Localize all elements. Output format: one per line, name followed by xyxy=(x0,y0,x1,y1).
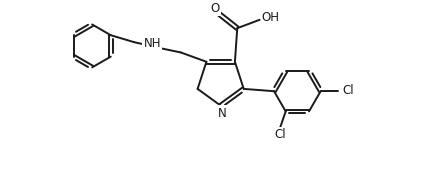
Text: Cl: Cl xyxy=(274,128,286,141)
Text: Cl: Cl xyxy=(342,84,354,97)
Text: O: O xyxy=(210,2,219,15)
Text: N: N xyxy=(218,107,227,120)
Text: NH: NH xyxy=(144,37,161,50)
Text: OH: OH xyxy=(262,11,280,24)
